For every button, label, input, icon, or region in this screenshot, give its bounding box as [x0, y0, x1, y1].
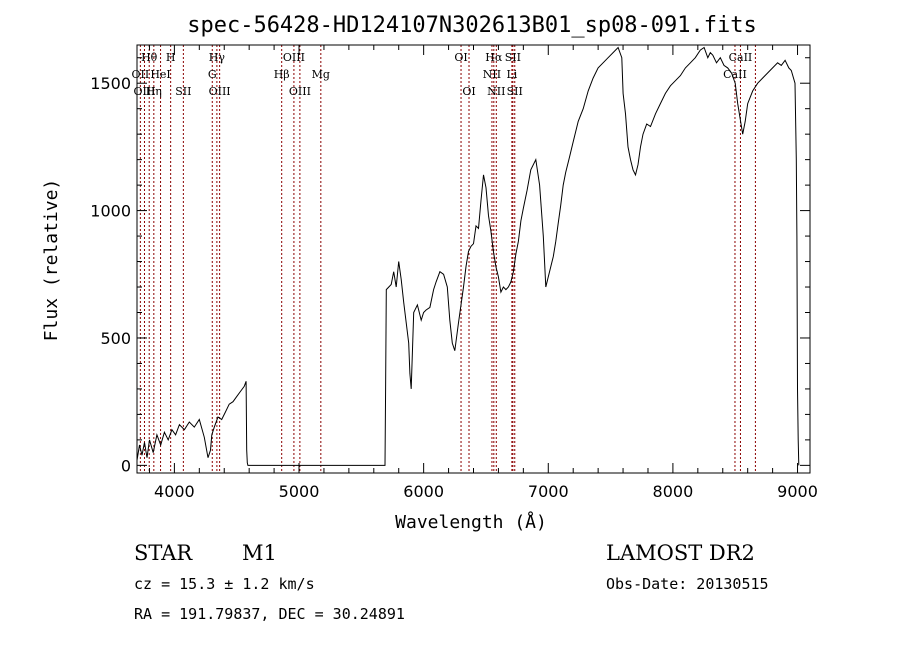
spectral-line-label: NII [483, 68, 501, 81]
spectral-line-label: H [166, 51, 176, 64]
spectral-line-label: OI [454, 51, 467, 64]
spectral-line-label: Hγ [209, 51, 226, 64]
object-subclass: M1 [242, 541, 277, 565]
y-tick-label: 1500 [90, 74, 131, 93]
x-tick-label: 8000 [653, 482, 694, 501]
coordinates-info: RA = 191.79837, DEC = 30.24891 [134, 605, 405, 623]
spectral-line-label: HeI [150, 68, 170, 81]
x-tick-label: 5000 [279, 482, 320, 501]
y-tick-label: 500 [100, 329, 131, 348]
spectral-line-label: SII [507, 85, 523, 98]
spectral-line-label: CaII [729, 51, 753, 64]
spectral-line-label: OIII [209, 85, 231, 98]
spectral-line-label: NII [487, 85, 505, 98]
x-tick-label: 9000 [777, 482, 818, 501]
redshift-info: cz = 15.3 ± 1.2 km/s [134, 575, 315, 593]
spectral-line-label: Mg [312, 68, 330, 81]
y-tick-label: 1000 [90, 202, 131, 221]
x-tick-label: 6000 [403, 482, 444, 501]
x-tick-label: 4000 [154, 482, 195, 501]
x-tick-label: 7000 [528, 482, 569, 501]
object-class: STAR [134, 541, 193, 565]
spectral-line-label: Hα [485, 51, 503, 64]
y-tick-label: 0 [121, 456, 131, 475]
survey-name: LAMOST DR2 [606, 541, 755, 565]
spectral-line-labels: HθOIIHηOIIIHeIHSIIHγGOIIIOIIIHβOIIIMgOIO… [132, 51, 753, 98]
spectral-line-label: SII [505, 51, 521, 64]
spectral-line-label: OII [132, 68, 150, 81]
spectral-line-label: OI [462, 85, 475, 98]
x-axis-label: Wavelength (Å) [395, 511, 547, 533]
chart-title: spec-56428-HD124107N302613B01_sp08-091.f… [187, 13, 757, 38]
spectral-line-label: Hη [146, 85, 162, 98]
spectral-line-label: Li [506, 68, 517, 81]
x-axis-ticks: 4000 5000 6000 7000 8000 9000 [148, 45, 818, 501]
spectral-line-label: G [208, 68, 217, 81]
y-axis-ticks: 0 500 1000 1500 [90, 57, 810, 475]
observation-date: Obs-Date: 20130515 [606, 575, 769, 593]
spectral-line-label: OIII [133, 85, 155, 98]
spectral-line-label: SII [175, 85, 191, 98]
y-axis-label: Flux (relative) [41, 179, 62, 342]
spectral-line-label: OIII [283, 51, 305, 64]
spectral-line-markers [139, 45, 756, 473]
spectral-line-label: Hθ [141, 51, 158, 64]
plot-frame [136, 44, 811, 474]
spectral-line-label: CaII [723, 68, 747, 81]
spectral-line-label: OIII [289, 85, 311, 98]
spectrum-line [136, 46, 800, 466]
spectral-line-label: Hβ [274, 68, 290, 81]
